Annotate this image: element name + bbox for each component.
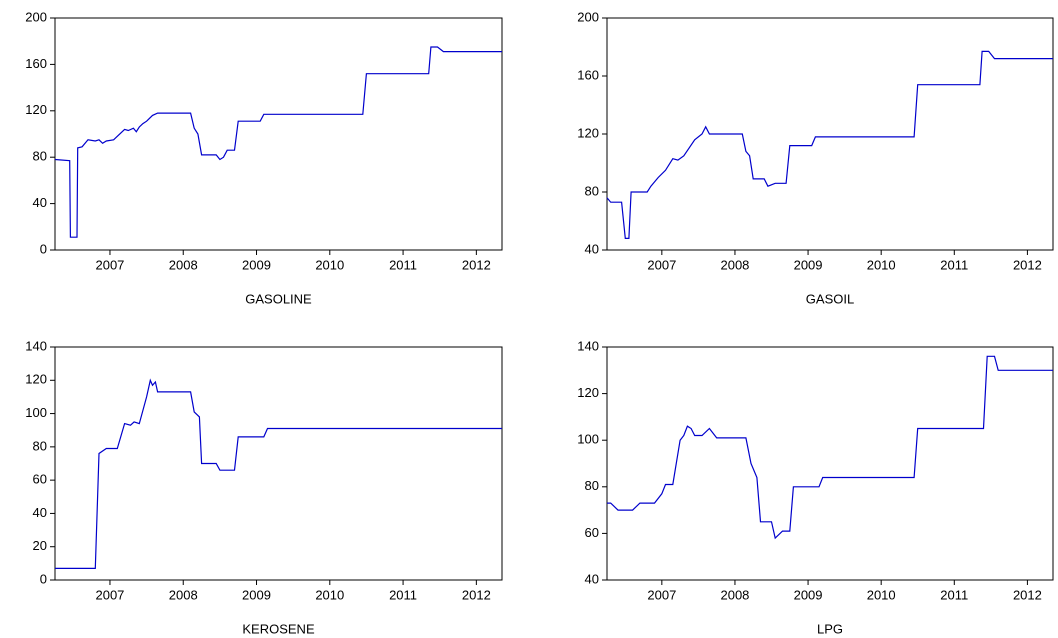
chart-title: GASOLINE	[245, 291, 312, 306]
x-tick-label: 2008	[720, 257, 749, 272]
x-tick-label: 2011	[940, 257, 968, 272]
x-tick-label: 2011	[389, 587, 417, 602]
x-tick-label: 2009	[794, 257, 823, 272]
x-tick-label: 2009	[242, 257, 271, 272]
plot-frame	[606, 346, 1054, 581]
x-tick-label: 2007	[95, 587, 124, 602]
y-tick-label: 100	[25, 405, 47, 420]
x-tick-label: 2008	[720, 587, 749, 602]
plot-frame	[54, 346, 503, 581]
y-tick-label: 120	[577, 385, 599, 400]
data-line	[607, 355, 1053, 540]
chart-title: GASOIL	[806, 291, 854, 306]
y-tick-label: 120	[25, 372, 47, 387]
y-tick-label: 20	[33, 538, 47, 553]
y-tick-label: 60	[585, 525, 599, 540]
y-tick-label: 120	[577, 125, 599, 140]
y-tick-label: 80	[585, 478, 599, 493]
x-tick-label: 2007	[95, 257, 124, 272]
plot-frame	[54, 17, 503, 251]
x-tick-label: 2010	[867, 587, 896, 602]
x-tick-label: 2011	[389, 257, 417, 272]
y-tick-label: 80	[33, 149, 47, 164]
x-tick-label: 2012	[1013, 587, 1042, 602]
y-tick-label: 160	[25, 56, 47, 71]
data-line	[54, 46, 502, 238]
x-tick-label: 2010	[867, 257, 896, 272]
chart-title: LPG	[817, 621, 843, 636]
x-tick-label: 2012	[1013, 257, 1042, 272]
y-tick-label: 40	[33, 195, 47, 210]
y-tick-label: 40	[33, 505, 47, 520]
y-tick-label: 200	[577, 9, 599, 24]
y-tick-label: 40	[585, 241, 599, 256]
plot-frame	[606, 17, 1054, 251]
x-tick-label: 2012	[462, 587, 491, 602]
y-tick-label: 100	[577, 432, 599, 447]
x-tick-label: 2007	[647, 587, 676, 602]
data-line	[55, 378, 502, 569]
y-tick-label: 40	[585, 571, 599, 586]
y-tick-label: 0	[40, 571, 47, 586]
y-tick-label: 80	[585, 183, 599, 198]
y-tick-label: 120	[25, 102, 47, 117]
x-tick-label: 2009	[242, 587, 271, 602]
x-tick-label: 2010	[315, 587, 344, 602]
y-tick-label: 160	[577, 67, 599, 82]
x-tick-label: 2010	[315, 257, 344, 272]
y-tick-label: 60	[33, 472, 47, 487]
x-tick-label: 2008	[169, 257, 198, 272]
y-tick-label: 140	[577, 338, 599, 353]
x-tick-label: 2012	[462, 257, 491, 272]
x-tick-label: 2009	[794, 587, 823, 602]
y-tick-label: 140	[25, 338, 47, 353]
chart-title: KEROSENE	[242, 621, 315, 636]
y-tick-label: 200	[25, 9, 47, 24]
x-tick-label: 2008	[169, 587, 198, 602]
y-tick-label: 80	[33, 438, 47, 453]
y-tick-label: 0	[40, 241, 47, 256]
x-tick-label: 2011	[940, 587, 968, 602]
x-tick-label: 2007	[647, 257, 676, 272]
data-line	[606, 50, 1053, 239]
